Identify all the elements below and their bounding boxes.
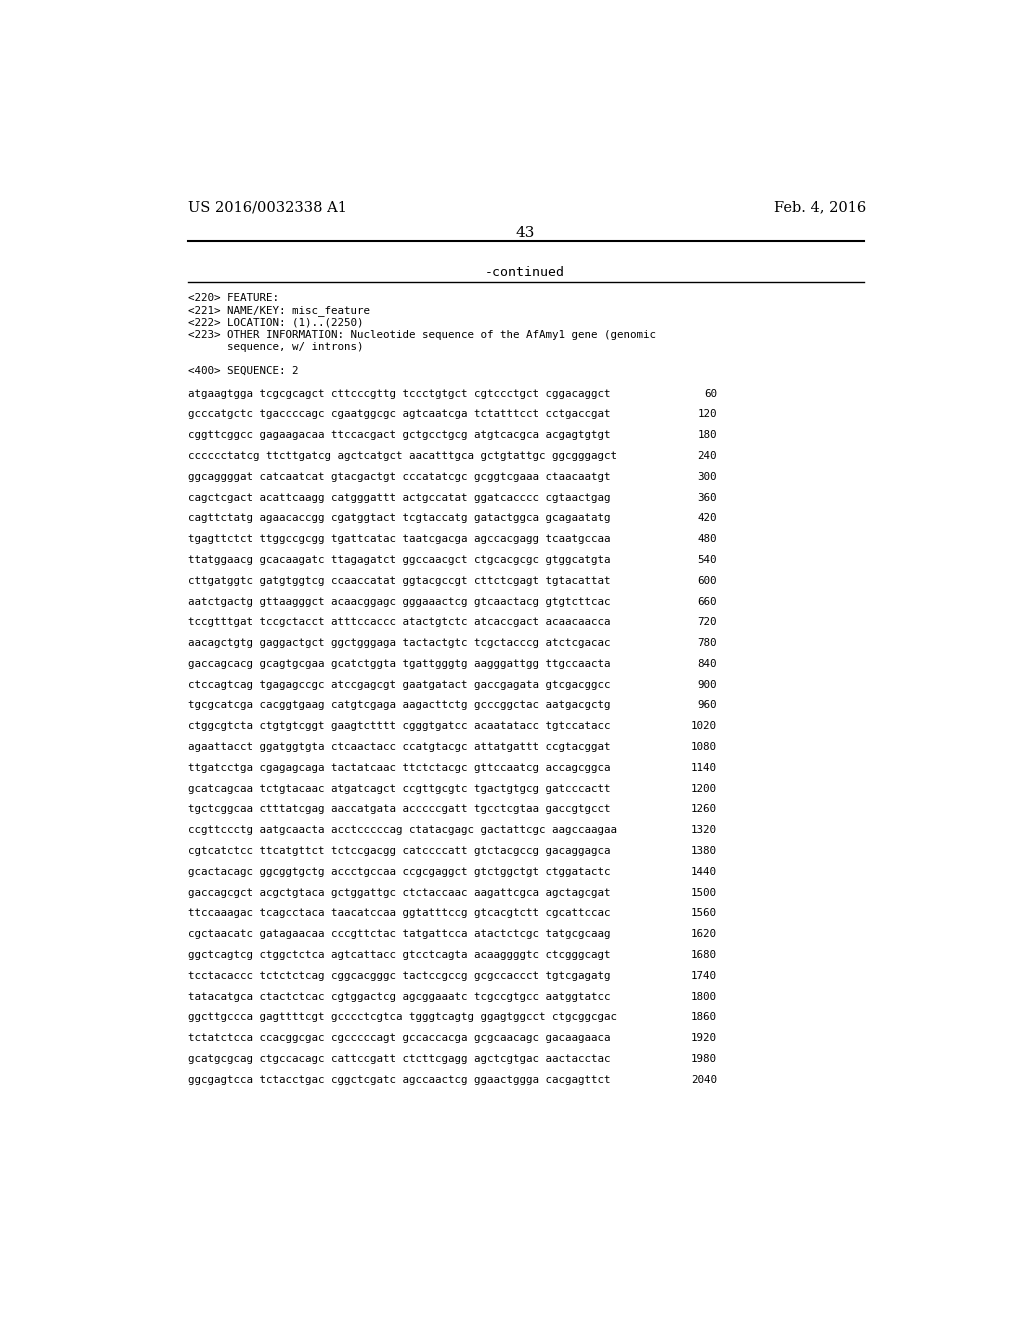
Text: cagctcgact acattcaagg catgggattt actgccatat ggatcacccc cgtaactgag: cagctcgact acattcaagg catgggattt actgcca…: [188, 492, 611, 503]
Text: 600: 600: [697, 576, 717, 586]
Text: US 2016/0032338 A1: US 2016/0032338 A1: [188, 201, 347, 215]
Text: tatacatgca ctactctcac cgtggactcg agcggaaatc tcgccgtgcc aatggtatcc: tatacatgca ctactctcac cgtggactcg agcggaa…: [188, 991, 611, 1002]
Text: gaccagcgct acgctgtaca gctggattgc ctctaccaac aagattcgca agctagcgat: gaccagcgct acgctgtaca gctggattgc ctctacc…: [188, 887, 611, 898]
Text: tctatctcca ccacggcgac cgcccccagt gccaccacga gcgcaacagc gacaagaaca: tctatctcca ccacggcgac cgcccccagt gccacca…: [188, 1034, 611, 1043]
Text: 1800: 1800: [691, 991, 717, 1002]
Text: 1200: 1200: [691, 784, 717, 793]
Text: 240: 240: [697, 451, 717, 461]
Text: -continued: -continued: [484, 267, 565, 280]
Text: 840: 840: [697, 659, 717, 669]
Text: ttccaaagac tcagcctaca taacatccaa ggtatttccg gtcacgtctt cgcattccac: ttccaaagac tcagcctaca taacatccaa ggtattt…: [188, 908, 611, 919]
Text: 300: 300: [697, 471, 717, 482]
Text: ggctcagtcg ctggctctca agtcattacc gtcctcagta acaaggggtc ctcgggcagt: ggctcagtcg ctggctctca agtcattacc gtcctca…: [188, 950, 611, 960]
Text: tgagttctct ttggccgcgg tgattcatac taatcgacga agccacgagg tcaatgccaa: tgagttctct ttggccgcgg tgattcatac taatcga…: [188, 535, 611, 544]
Text: 43: 43: [515, 226, 535, 240]
Text: ttatggaacg gcacaagatc ttagagatct ggccaacgct ctgcacgcgc gtggcatgta: ttatggaacg gcacaagatc ttagagatct ggccaac…: [188, 554, 611, 565]
Text: tccgtttgat tccgctacct atttccaccc atactgtctc atcaccgact acaacaacca: tccgtttgat tccgctacct atttccaccc atactgt…: [188, 618, 611, 627]
Text: Feb. 4, 2016: Feb. 4, 2016: [773, 201, 866, 215]
Text: 120: 120: [697, 409, 717, 420]
Text: sequence, w/ introns): sequence, w/ introns): [188, 342, 364, 352]
Text: atgaagtgga tcgcgcagct cttcccgttg tccctgtgct cgtccctgct cggacaggct: atgaagtgga tcgcgcagct cttcccgttg tccctgt…: [188, 388, 611, 399]
Text: gcccatgctc tgaccccagc cgaatggcgc agtcaatcga tctatttcct cctgaccgat: gcccatgctc tgaccccagc cgaatggcgc agtcaat…: [188, 409, 611, 420]
Text: cgctaacatc gatagaacaa cccgttctac tatgattcca atactctcgc tatgcgcaag: cgctaacatc gatagaacaa cccgttctac tatgatt…: [188, 929, 611, 939]
Text: <220> FEATURE:: <220> FEATURE:: [188, 293, 280, 304]
Text: 960: 960: [697, 701, 717, 710]
Text: ggcaggggat catcaatcat gtacgactgt cccatatcgc gcggtcgaaa ctaacaatgt: ggcaggggat catcaatcat gtacgactgt cccatat…: [188, 471, 611, 482]
Text: 780: 780: [697, 638, 717, 648]
Text: 660: 660: [697, 597, 717, 606]
Text: 1740: 1740: [691, 970, 717, 981]
Text: cttgatggtc gatgtggtcg ccaaccatat ggtacgccgt cttctcgagt tgtacattat: cttgatggtc gatgtggtcg ccaaccatat ggtacgc…: [188, 576, 611, 586]
Text: 1260: 1260: [691, 804, 717, 814]
Text: 1020: 1020: [691, 721, 717, 731]
Text: 1500: 1500: [691, 887, 717, 898]
Text: aatctgactg gttaagggct acaacggagc gggaaactcg gtcaactacg gtgtcttcac: aatctgactg gttaagggct acaacggagc gggaaac…: [188, 597, 611, 606]
Text: ttgatcctga cgagagcaga tactatcaac ttctctacgc gttccaatcg accagcggca: ttgatcctga cgagagcaga tactatcaac ttctcta…: [188, 763, 611, 772]
Text: 1560: 1560: [691, 908, 717, 919]
Text: agaattacct ggatggtgta ctcaactacc ccatgtacgc attatgattt ccgtacggat: agaattacct ggatggtgta ctcaactacc ccatgta…: [188, 742, 611, 752]
Text: 1620: 1620: [691, 929, 717, 939]
Text: 1320: 1320: [691, 825, 717, 836]
Text: 60: 60: [705, 388, 717, 399]
Text: 480: 480: [697, 535, 717, 544]
Text: 420: 420: [697, 513, 717, 523]
Text: ccgttccctg aatgcaacta acctcccccag ctatacgagc gactattcgc aagccaagaa: ccgttccctg aatgcaacta acctcccccag ctatac…: [188, 825, 617, 836]
Text: 180: 180: [697, 430, 717, 440]
Text: ggcttgccca gagttttcgt gcccctcgtca tgggtcagtg ggagtggcct ctgcggcgac: ggcttgccca gagttttcgt gcccctcgtca tgggtc…: [188, 1012, 617, 1022]
Text: 1440: 1440: [691, 867, 717, 876]
Text: 540: 540: [697, 554, 717, 565]
Text: 1380: 1380: [691, 846, 717, 855]
Text: 1980: 1980: [691, 1053, 717, 1064]
Text: cggttcggcc gagaagacaa ttccacgact gctgcctgcg atgtcacgca acgagtgtgt: cggttcggcc gagaagacaa ttccacgact gctgcct…: [188, 430, 611, 440]
Text: <400> SEQUENCE: 2: <400> SEQUENCE: 2: [188, 366, 299, 375]
Text: 720: 720: [697, 618, 717, 627]
Text: <221> NAME/KEY: misc_feature: <221> NAME/KEY: misc_feature: [188, 305, 371, 317]
Text: gaccagcacg gcagtgcgaa gcatctggta tgattgggtg aagggattgg ttgccaacta: gaccagcacg gcagtgcgaa gcatctggta tgattgg…: [188, 659, 611, 669]
Text: gcactacagc ggcggtgctg accctgccaa ccgcgaggct gtctggctgt ctggatactc: gcactacagc ggcggtgctg accctgccaa ccgcgag…: [188, 867, 611, 876]
Text: tgctcggcaa ctttatcgag aaccatgata acccccgatt tgcctcgtaa gaccgtgcct: tgctcggcaa ctttatcgag aaccatgata acccccg…: [188, 804, 611, 814]
Text: <223> OTHER INFORMATION: Nucleotide sequence of the AfAmy1 gene (genomic: <223> OTHER INFORMATION: Nucleotide sequ…: [188, 330, 656, 341]
Text: 900: 900: [697, 680, 717, 689]
Text: 1080: 1080: [691, 742, 717, 752]
Text: cgtcatctcc ttcatgttct tctccgacgg catccccatt gtctacgccg gacaggagca: cgtcatctcc ttcatgttct tctccgacgg catcccc…: [188, 846, 611, 855]
Text: cagttctatg agaacaccgg cgatggtact tcgtaccatg gatactggca gcagaatatg: cagttctatg agaacaccgg cgatggtact tcgtacc…: [188, 513, 611, 523]
Text: 1680: 1680: [691, 950, 717, 960]
Text: ctggcgtcta ctgtgtcggt gaagtctttt cgggtgatcc acaatatacc tgtccatacc: ctggcgtcta ctgtgtcggt gaagtctttt cgggtga…: [188, 721, 611, 731]
Text: 2040: 2040: [691, 1074, 717, 1085]
Text: ctccagtcag tgagagccgc atccgagcgt gaatgatact gaccgagata gtcgacggcc: ctccagtcag tgagagccgc atccgagcgt gaatgat…: [188, 680, 611, 689]
Text: tcctacaccc tctctctcag cggcacgggc tactccgccg gcgccaccct tgtcgagatg: tcctacaccc tctctctcag cggcacgggc tactccg…: [188, 970, 611, 981]
Text: 1920: 1920: [691, 1034, 717, 1043]
Text: 1860: 1860: [691, 1012, 717, 1022]
Text: <222> LOCATION: (1)..(2250): <222> LOCATION: (1)..(2250): [188, 318, 364, 327]
Text: 1140: 1140: [691, 763, 717, 772]
Text: 360: 360: [697, 492, 717, 503]
Text: aacagctgtg gaggactgct ggctgggaga tactactgtc tcgctacccg atctcgacac: aacagctgtg gaggactgct ggctgggaga tactact…: [188, 638, 611, 648]
Text: gcatcagcaa tctgtacaac atgatcagct ccgttgcgtc tgactgtgcg gatcccactt: gcatcagcaa tctgtacaac atgatcagct ccgttgc…: [188, 784, 611, 793]
Text: ggcgagtcca tctacctgac cggctcgatc agccaactcg ggaactggga cacgagttct: ggcgagtcca tctacctgac cggctcgatc agccaac…: [188, 1074, 611, 1085]
Text: gcatgcgcag ctgccacagc cattccgatt ctcttcgagg agctcgtgac aactacctac: gcatgcgcag ctgccacagc cattccgatt ctcttcg…: [188, 1053, 611, 1064]
Text: tgcgcatcga cacggtgaag catgtcgaga aagacttctg gcccggctac aatgacgctg: tgcgcatcga cacggtgaag catgtcgaga aagactt…: [188, 701, 611, 710]
Text: cccccctatcg ttcttgatcg agctcatgct aacatttgca gctgtattgc ggcgggagct: cccccctatcg ttcttgatcg agctcatgct aacatt…: [188, 451, 617, 461]
